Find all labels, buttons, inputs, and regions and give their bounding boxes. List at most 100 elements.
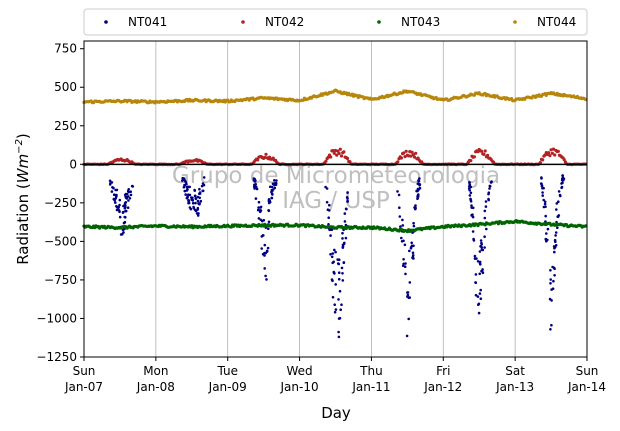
- data-point: [275, 179, 278, 182]
- data-point: [339, 308, 343, 312]
- data-point: [122, 231, 125, 234]
- data-point: [189, 207, 193, 211]
- data-point: [553, 274, 556, 277]
- legend-marker-NT044: [513, 20, 517, 24]
- data-point: [345, 196, 349, 199]
- data-point: [556, 215, 559, 218]
- data-point: [400, 240, 404, 243]
- data-point: [110, 190, 114, 193]
- data-point: [124, 195, 127, 198]
- data-point: [402, 258, 405, 261]
- data-point: [408, 281, 412, 284]
- data-point: [539, 182, 543, 185]
- data-point: [198, 187, 201, 191]
- data-point: [190, 196, 193, 199]
- data-point: [330, 278, 334, 281]
- data-point: [407, 317, 411, 321]
- x-tick-label-date: Jan-12: [423, 380, 462, 394]
- data-point: [128, 197, 132, 200]
- data-point: [478, 260, 482, 264]
- data-point: [484, 200, 488, 203]
- legend-label-NT043: NT043: [401, 15, 440, 29]
- data-point: [194, 201, 197, 205]
- data-point: [555, 202, 559, 205]
- data-point: [403, 265, 407, 269]
- x-tick-label-day: Wed: [286, 364, 312, 378]
- data-point: [417, 179, 421, 183]
- data-point: [110, 181, 114, 184]
- data-point: [416, 189, 419, 193]
- data-point: [553, 250, 556, 254]
- data-point: [118, 215, 122, 219]
- legend-label-NT041: NT041: [128, 15, 167, 29]
- data-point: [346, 200, 349, 203]
- data-point: [265, 278, 268, 281]
- data-point: [197, 212, 200, 215]
- data-point: [253, 185, 257, 188]
- data-point: [337, 277, 341, 281]
- data-point: [123, 201, 127, 205]
- data-point: [412, 224, 416, 228]
- data-point: [331, 149, 335, 153]
- data-point: [198, 192, 201, 196]
- y-axis-label-text: Radiation (: [14, 183, 32, 265]
- legend-label-NT042: NT042: [265, 15, 304, 29]
- data-point: [337, 330, 340, 334]
- data-point: [335, 153, 339, 157]
- data-point: [469, 185, 473, 189]
- data-point: [557, 190, 561, 193]
- data-point: [556, 226, 559, 229]
- data-point: [404, 262, 407, 265]
- data-point: [474, 293, 478, 297]
- data-point: [404, 149, 408, 153]
- data-point: [201, 189, 204, 193]
- series-NT044: [82, 88, 588, 105]
- x-tick-label-date: Jan-07: [64, 380, 103, 394]
- y-axis-label-unit: Wm: [14, 154, 32, 183]
- data-point: [551, 287, 555, 291]
- data-point: [542, 198, 545, 202]
- data-point: [418, 184, 421, 187]
- data-point: [339, 154, 344, 158]
- data-point: [338, 289, 342, 293]
- data-point: [256, 208, 260, 212]
- data-point: [403, 155, 407, 159]
- data-point: [329, 234, 332, 237]
- data-point: [273, 179, 276, 182]
- data-point: [118, 209, 121, 213]
- data-point: [470, 204, 473, 207]
- data-point: [414, 151, 418, 155]
- data-point: [410, 241, 414, 245]
- legend-marker-NT041: [104, 20, 108, 24]
- data-point: [550, 299, 553, 302]
- data-point: [341, 279, 345, 282]
- data-point: [469, 191, 473, 195]
- data-point: [126, 206, 130, 209]
- plot-frame: [83, 40, 588, 358]
- data-point: [341, 272, 344, 275]
- data-point: [548, 154, 552, 158]
- data-point: [483, 149, 487, 153]
- data-point: [560, 185, 564, 189]
- data-point: [411, 153, 415, 157]
- data-point: [406, 293, 410, 297]
- data-point: [473, 254, 477, 258]
- data-point: [118, 198, 122, 202]
- data-point: [402, 151, 406, 155]
- data-point: [485, 227, 488, 231]
- y-tick-label: 250: [54, 119, 77, 133]
- series-NT043: [82, 219, 588, 234]
- x-tick-label-date: Jan-08: [136, 380, 175, 394]
- data-point: [194, 194, 197, 198]
- data-point: [345, 207, 348, 211]
- data-point: [115, 188, 119, 192]
- data-point: [121, 211, 125, 214]
- data-point: [401, 264, 405, 268]
- data-point: [543, 153, 547, 157]
- data-point: [267, 201, 271, 205]
- data-point: [181, 179, 184, 182]
- data-point: [544, 214, 547, 218]
- data-point: [333, 148, 338, 153]
- data-point: [554, 240, 557, 243]
